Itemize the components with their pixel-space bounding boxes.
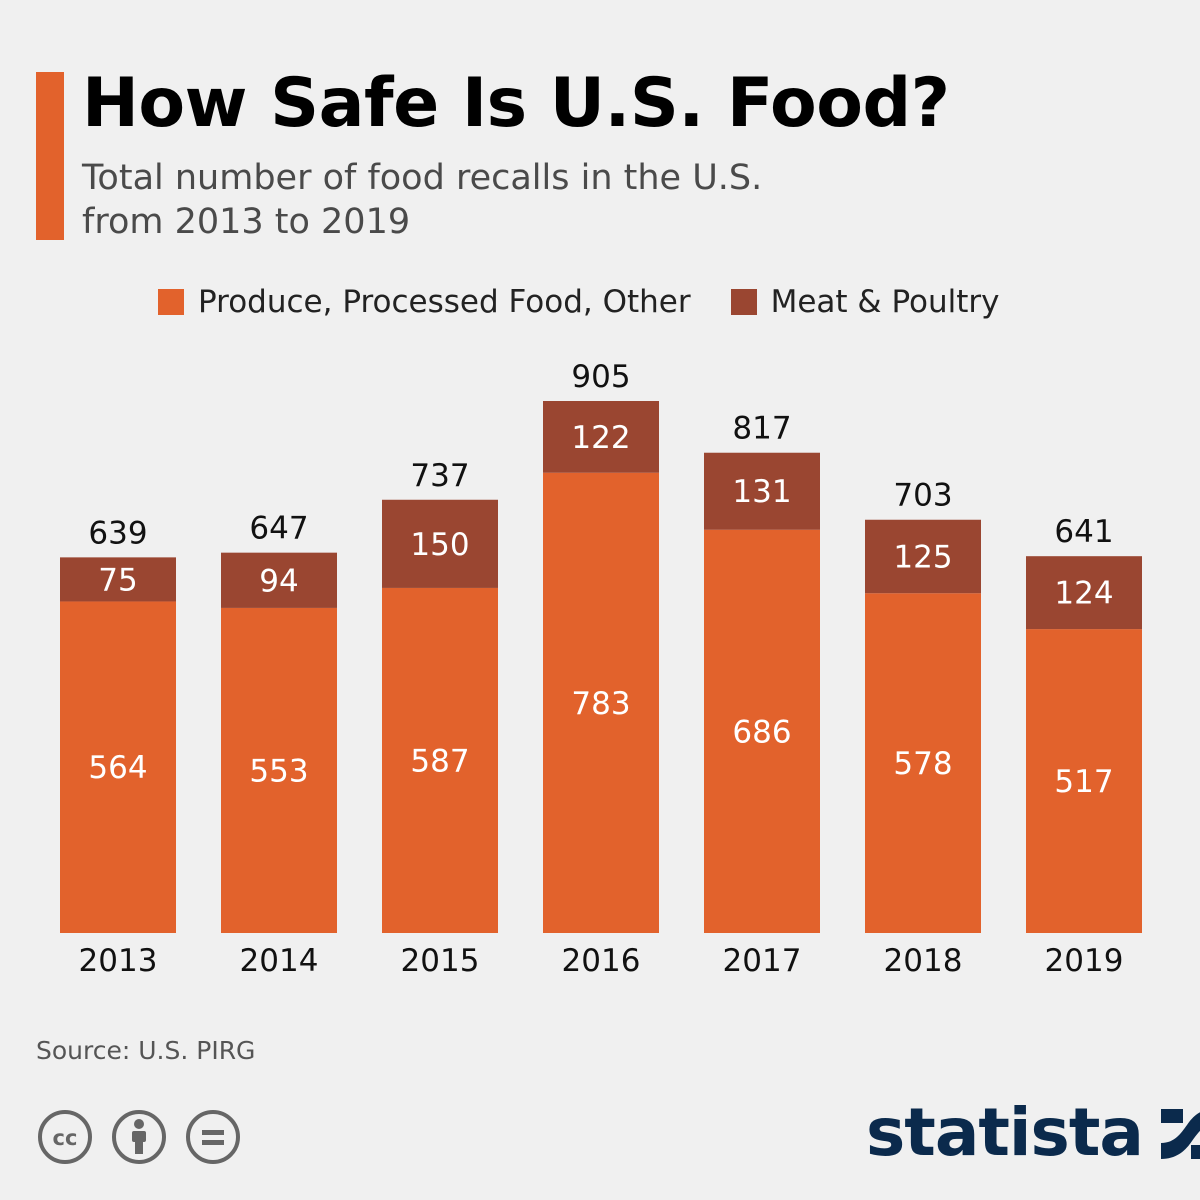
label-meat-2013: 75 bbox=[98, 562, 137, 598]
bar-produce-2016 bbox=[543, 472, 659, 933]
legend-label-produce: Produce, Processed Food, Other bbox=[198, 284, 691, 320]
svg-text:cc: cc bbox=[53, 1126, 78, 1150]
title-accent-bar bbox=[36, 72, 64, 240]
label-produce-2014: 553 bbox=[249, 753, 308, 789]
x-tick-2014: 2014 bbox=[240, 943, 319, 979]
label-produce-2013: 564 bbox=[88, 750, 147, 786]
subtitle-line-1: Total number of food recalls in the U.S. bbox=[82, 158, 763, 198]
legend-swatch-meat bbox=[730, 289, 757, 315]
label-meat-2015: 150 bbox=[410, 527, 469, 563]
label-meat-2019: 124 bbox=[1054, 576, 1113, 612]
page-subtitle: Total number of food recalls in the U.S.… bbox=[82, 156, 762, 244]
chart-legend: Produce, Processed Food, Other Meat & Po… bbox=[158, 284, 1040, 320]
x-tick-2013: 2013 bbox=[79, 943, 158, 979]
label-produce-2019: 517 bbox=[1054, 764, 1113, 800]
bar-produce-2018 bbox=[865, 593, 981, 933]
label-total-2018: 703 bbox=[893, 478, 952, 514]
label-total-2013: 639 bbox=[88, 515, 147, 551]
label-meat-2016: 122 bbox=[571, 420, 630, 456]
by-icon[interactable] bbox=[110, 1108, 168, 1166]
bar-meat-2017 bbox=[704, 452, 820, 530]
nd-icon[interactable] bbox=[184, 1108, 242, 1166]
legend-swatch-produce bbox=[158, 289, 184, 315]
bar-meat-2013 bbox=[60, 557, 176, 602]
label-produce-2017: 686 bbox=[732, 714, 791, 750]
x-tick-2017: 2017 bbox=[723, 943, 802, 979]
label-total-2016: 905 bbox=[571, 359, 630, 395]
bar-meat-2018 bbox=[865, 519, 981, 594]
label-total-2015: 737 bbox=[410, 458, 469, 494]
source-note: Source: U.S. PIRG bbox=[36, 1036, 256, 1065]
bar-meat-2016 bbox=[543, 401, 659, 473]
brand-logo[interactable]: statista bbox=[866, 1100, 1200, 1166]
bar-meat-2014 bbox=[221, 552, 337, 608]
label-meat-2017: 131 bbox=[732, 474, 791, 510]
label-total-2017: 817 bbox=[732, 411, 791, 447]
x-tick-2016: 2016 bbox=[562, 943, 641, 979]
label-total-2014: 647 bbox=[249, 511, 308, 547]
bar-produce-2013 bbox=[60, 601, 176, 933]
label-produce-2018: 578 bbox=[893, 746, 952, 782]
x-tick-2018: 2018 bbox=[884, 943, 963, 979]
legend-label-meat: Meat & Poultry bbox=[770, 284, 1000, 320]
brand-wordmark: statista bbox=[866, 1094, 1144, 1171]
x-tick-2019: 2019 bbox=[1045, 943, 1124, 979]
stacked-bar-chart: 564 75 639 2013 553 94 647 2014 587 150 737 2015 783… bbox=[60, 359, 1142, 979]
bar-meat-2019 bbox=[1026, 556, 1142, 630]
cc-icon[interactable]: cc bbox=[36, 1108, 94, 1166]
page-title: How Safe Is U.S. Food? bbox=[82, 64, 950, 143]
label-produce-2016: 783 bbox=[571, 686, 630, 722]
bar-produce-2019 bbox=[1026, 629, 1142, 933]
x-tick-2015: 2015 bbox=[401, 943, 480, 979]
label-meat-2018: 125 bbox=[893, 539, 952, 575]
label-total-2019: 641 bbox=[1054, 514, 1113, 550]
bar-produce-2015 bbox=[382, 587, 498, 933]
label-produce-2015: 587 bbox=[410, 743, 469, 779]
bar-produce-2014 bbox=[221, 607, 337, 933]
license-icons: cc bbox=[36, 1108, 258, 1166]
statista-logo-icon bbox=[1160, 1109, 1200, 1159]
bar-meat-2015 bbox=[382, 499, 498, 588]
legend-item-meat: Meat & Poultry bbox=[730, 284, 1000, 320]
legend-item-produce: Produce, Processed Food, Other bbox=[158, 284, 691, 320]
label-meat-2014: 94 bbox=[259, 563, 298, 599]
subtitle-line-2: from 2013 to 2019 bbox=[82, 202, 411, 242]
bar-produce-2017 bbox=[704, 529, 820, 933]
